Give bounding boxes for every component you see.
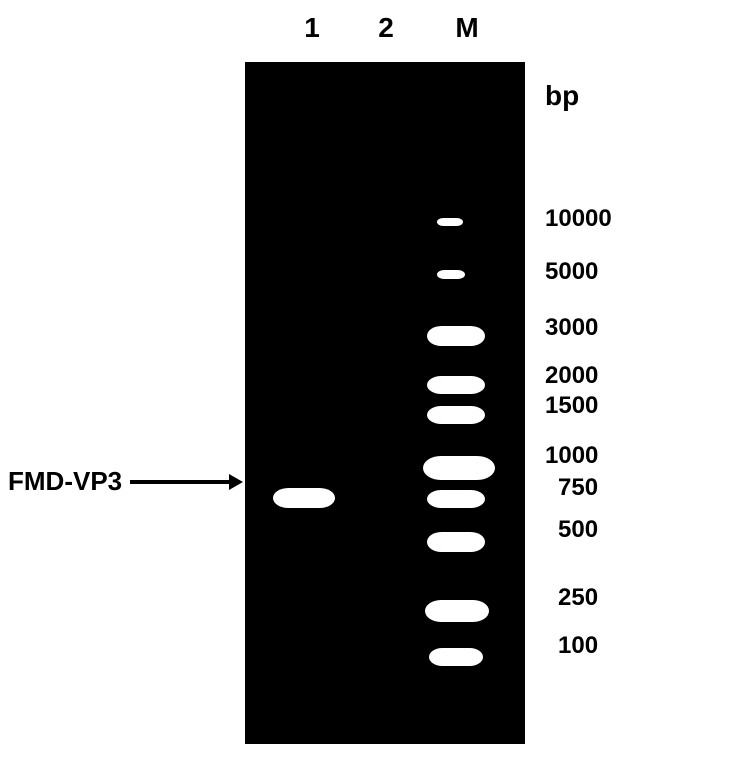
gel-image (245, 62, 525, 744)
lane-label-1: 1 (292, 12, 332, 44)
unit-label-bp: bp (545, 80, 579, 112)
ladder-label-250: 250 (558, 584, 598, 612)
sample-arrow-label: FMD-VP3 (8, 466, 122, 497)
ladder-band-3000 (427, 326, 485, 346)
lane-label-2: 2 (366, 12, 406, 44)
arrow-line (130, 480, 230, 484)
ladder-label-3000: 3000 (545, 314, 598, 342)
sample-arrow-group: FMD-VP3 (8, 466, 230, 497)
ladder-band-5000 (437, 270, 465, 279)
ladder-band-750 (427, 490, 485, 508)
ladder-label-750: 750 (558, 474, 598, 502)
ladder-band-1000 (423, 456, 495, 480)
arrow-head-icon (229, 474, 243, 490)
ladder-label-5000: 5000 (545, 258, 598, 286)
ladder-band-10000 (437, 218, 463, 226)
ladder-band-250 (425, 600, 489, 622)
ladder-band-1500 (427, 406, 485, 424)
ladder-label-2000: 2000 (545, 362, 598, 390)
ladder-label-100: 100 (558, 632, 598, 660)
ladder-band-500 (427, 532, 485, 552)
ladder-band-100 (429, 648, 483, 666)
lane-label-marker: M (440, 12, 494, 44)
sample-band-fmd-vp3 (273, 488, 335, 508)
ladder-label-10000: 10000 (545, 205, 612, 233)
lane-header: 1 2 M (292, 12, 494, 44)
ladder-label-1500: 1500 (545, 392, 598, 420)
ladder-band-2000 (427, 376, 485, 394)
ladder-label-1000: 1000 (545, 442, 598, 470)
ladder-label-500: 500 (558, 516, 598, 544)
